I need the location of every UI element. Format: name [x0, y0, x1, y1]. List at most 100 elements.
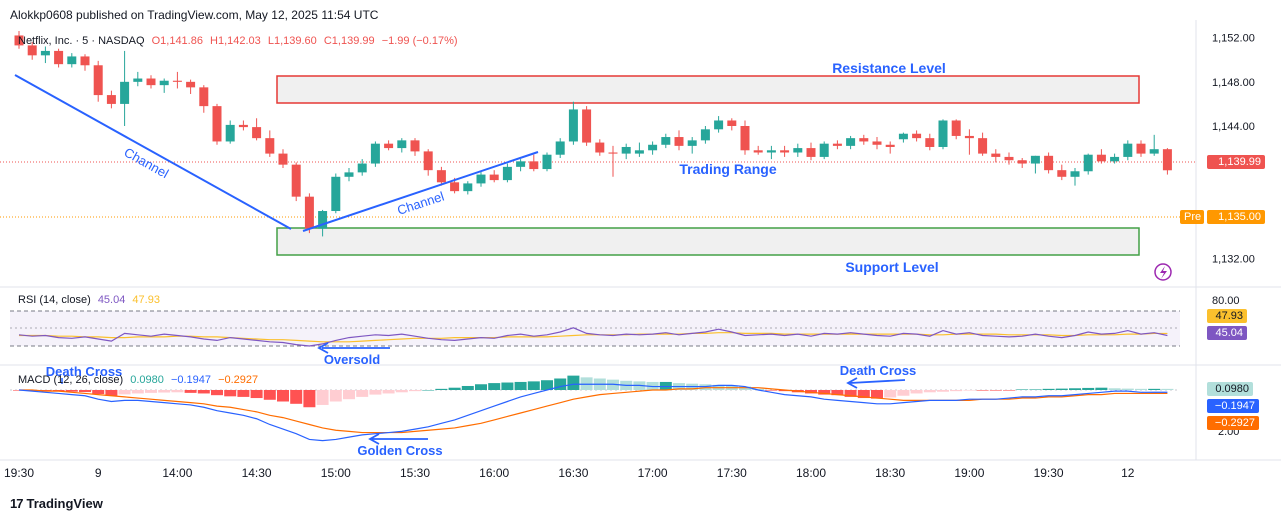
macd-line-value: −0.1947 [170, 374, 212, 386]
candle-body [344, 172, 354, 177]
candle-body [291, 164, 301, 197]
macd-histogram-bar [818, 390, 831, 395]
candle-body [331, 176, 341, 212]
macd-histogram-bar [475, 384, 487, 390]
x-tick-label: 18:30 [875, 466, 905, 480]
macd-histogram-bar [989, 390, 1002, 391]
candle-body [1070, 171, 1080, 177]
candle-body [476, 174, 486, 184]
death-cross-arrow [846, 377, 906, 389]
candle-body [1017, 160, 1027, 164]
macd-histogram-bar [488, 383, 501, 390]
candle-body [40, 50, 50, 56]
candle-body [384, 143, 394, 149]
candle-body [978, 138, 988, 154]
macd-histogram-bar [844, 390, 857, 397]
candle-body [1057, 170, 1067, 177]
candle-body [67, 56, 77, 65]
x-tick-label: 19:30 [4, 466, 34, 480]
candle-body [859, 138, 869, 142]
candle-body [964, 135, 974, 139]
macd-histogram-bar [224, 390, 237, 397]
macd-histogram-bar [514, 381, 527, 390]
macd-histogram-bar [884, 390, 897, 398]
macd-histogram-bar [950, 390, 963, 392]
trading-range-label: Trading Range [679, 161, 776, 177]
candle-body [172, 80, 182, 82]
macd-histogram-bar [145, 390, 157, 393]
candle-body [687, 140, 697, 146]
macd-signal-tag: −0.2927 [1207, 416, 1259, 430]
macd-histogram-bar [263, 390, 276, 400]
lightning-icon[interactable] [1154, 263, 1172, 281]
channel-line-down[interactable] [14, 74, 292, 230]
x-tick-label: 16:30 [558, 466, 588, 480]
candle-body [753, 150, 763, 153]
candle-body [80, 56, 90, 66]
candle-body [357, 163, 367, 173]
candle-body [714, 120, 724, 130]
macd-histogram-bar [316, 390, 329, 405]
candle-body [740, 126, 750, 151]
candle-body [1149, 149, 1159, 154]
low-value: L1,139.60 [267, 35, 317, 47]
candle-body [608, 152, 618, 154]
candle-body [1136, 143, 1146, 154]
macd-histogram-bar [303, 390, 316, 408]
macd-histogram-bar [976, 390, 989, 391]
tradingview-brand[interactable]: 17 TradingView [10, 496, 103, 511]
x-tick-label: 19:30 [1034, 466, 1064, 480]
candle-body [1083, 154, 1093, 172]
channel-line-up[interactable] [302, 151, 539, 232]
golden-cross-label: Golden Cross [357, 443, 442, 458]
candle-body [502, 166, 512, 181]
macd-histogram-bar [237, 390, 250, 397]
macd-histogram-bar [765, 390, 778, 391]
candle-body [582, 109, 592, 143]
candle-body [885, 144, 895, 147]
macd-histogram-bar [910, 390, 923, 394]
macd-histogram-bar [118, 390, 131, 395]
candle-body [54, 50, 64, 65]
macd-histogram-bar [79, 390, 91, 393]
candle-body [1162, 149, 1172, 171]
support-zone[interactable] [276, 227, 1140, 256]
macd-histogram-bar [171, 390, 184, 393]
brand-name: TradingView [26, 496, 103, 511]
candle-body [991, 153, 1001, 157]
macd-histogram-bar [382, 390, 395, 394]
macd-histogram-bar [857, 390, 870, 399]
macd-histogram-bar [501, 382, 514, 390]
macd-histogram-bar [343, 390, 355, 400]
rsi-name: RSI (14, close) [18, 294, 91, 306]
macd-histogram-bar [105, 390, 118, 396]
macd-histogram-bar [92, 390, 105, 395]
channel-label-down: Channel [122, 145, 172, 182]
rsi-ma-value: 47.93 [132, 294, 160, 306]
y-tick-label: 1,152.00 [1212, 33, 1255, 45]
rsi-line [18, 327, 1168, 347]
x-tick-label: 17:30 [717, 466, 747, 480]
candle-body [595, 142, 605, 153]
macd-histogram-bar [448, 387, 461, 390]
rsi-tick-label: 80.00 [1212, 295, 1240, 307]
macd-histogram-bar [1161, 388, 1174, 390]
x-tick-label: 19:00 [954, 466, 984, 480]
macd-histogram-bar [831, 390, 844, 396]
candle-body [951, 120, 961, 136]
macd-line-tag: −0.1947 [1207, 399, 1259, 413]
candle-body [106, 95, 116, 104]
channel-label-up: Channel [395, 189, 446, 218]
candle-body [898, 133, 908, 140]
pre-label-tag: Pre [1180, 210, 1204, 224]
candle-body [1004, 156, 1014, 161]
resistance-zone[interactable] [276, 75, 1140, 104]
macd-histogram-bar [1135, 388, 1147, 390]
macd-hist-tag: 0.0980 [1207, 382, 1253, 396]
macd-legend: MACD (12, 26, close) 0.0980 −0.1947 −0.2… [18, 374, 262, 386]
macd-histogram-bar [329, 390, 342, 402]
macd-histogram-bar [1121, 388, 1134, 390]
candle-body [450, 182, 460, 192]
candle-body [621, 146, 631, 154]
